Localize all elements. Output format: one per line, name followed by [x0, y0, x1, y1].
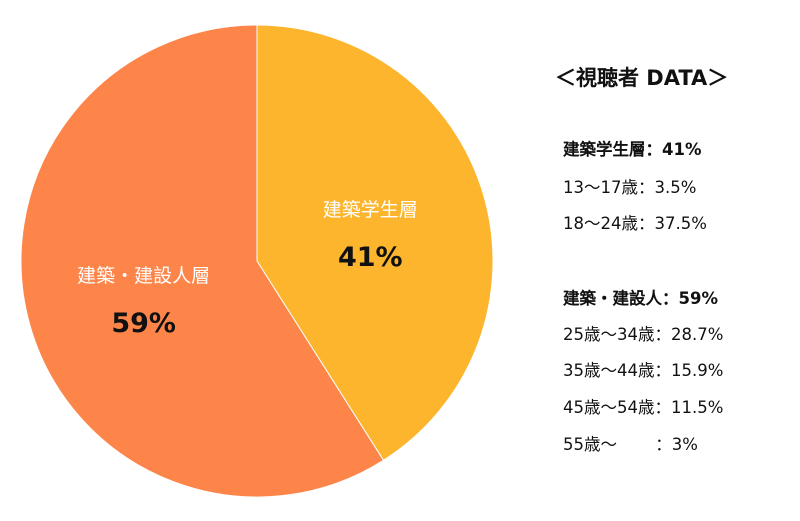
group-row: 25歳〜34歳：28.7%	[563, 325, 724, 344]
slice-percent-1: 59%	[111, 308, 176, 339]
group-row: 55歳〜 ：3%	[563, 435, 698, 454]
group-row: 18〜24歳：37.5%	[563, 214, 707, 233]
group-heading-professionals: 建築・建設人：59%	[563, 289, 718, 308]
group-row: 13〜17歳：3.5%	[563, 178, 697, 197]
group-row: 35歳〜44歳：15.9%	[563, 361, 724, 380]
pie-labels: 建築学生層 41% 建築・建設人層 59%	[77, 199, 418, 339]
group-heading-students: 建築学生層：41%	[563, 140, 702, 159]
panel-title: ＜視聴者 DATA＞	[555, 66, 729, 90]
pie-slice-0	[256, 24, 494, 461]
slice-percent-0: 41%	[338, 242, 403, 273]
pie-slice-1	[20, 24, 385, 498]
group-row: 45歳〜54歳：11.5%	[563, 398, 724, 417]
pie-chart: 建築学生層 41% 建築・建設人層 59%	[20, 24, 494, 498]
slice-label-0: 建築学生層	[323, 199, 418, 221]
pie-slices	[20, 24, 494, 498]
slice-label-1: 建築・建設人層	[77, 265, 210, 287]
